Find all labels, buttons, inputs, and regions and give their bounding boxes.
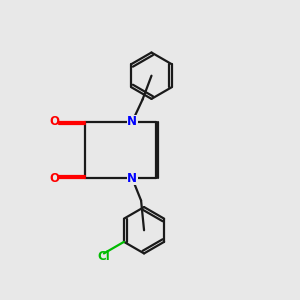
- Text: O: O: [49, 172, 59, 185]
- Text: O: O: [49, 115, 59, 128]
- Text: N: N: [127, 115, 137, 128]
- Text: N: N: [127, 172, 137, 185]
- Text: Cl: Cl: [98, 250, 110, 263]
